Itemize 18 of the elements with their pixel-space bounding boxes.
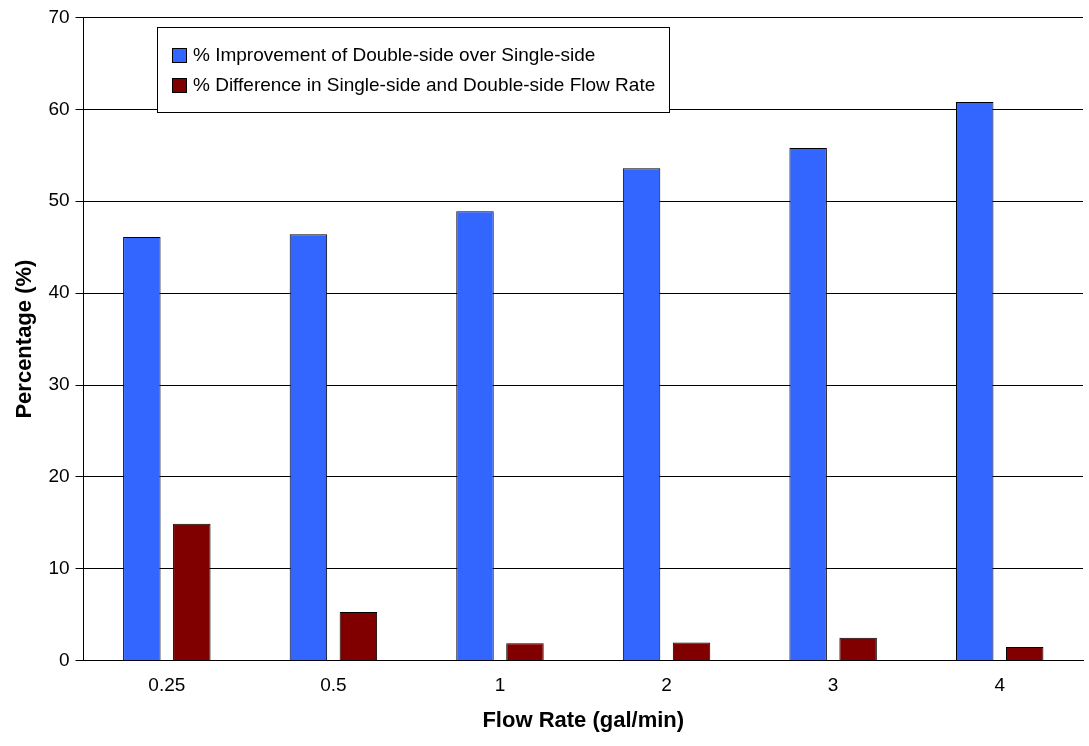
x-tick-label: 0.5 bbox=[320, 674, 347, 696]
y-tick-label: 20 bbox=[48, 465, 70, 487]
y-tick-label: 40 bbox=[48, 281, 70, 303]
x-tick-label: 1 bbox=[494, 674, 506, 696]
y-tick-label: 70 bbox=[48, 5, 70, 27]
x-tick-label: 4 bbox=[994, 674, 1006, 696]
x-tick-label: 0.25 bbox=[148, 674, 186, 696]
y-tick-label: 50 bbox=[48, 189, 70, 211]
x-tick-label: 3 bbox=[827, 674, 839, 696]
y-axis-title: Percentage (%) bbox=[11, 259, 37, 419]
y-tick-label: 60 bbox=[48, 97, 70, 119]
legend-label: % Difference in Single-side and Double-side Flow Rate bbox=[193, 74, 656, 96]
y-tick-label: 0 bbox=[58, 649, 70, 671]
y-tick-label: 30 bbox=[48, 373, 70, 395]
legend-label: % Improvement of Double-side over Single-side bbox=[193, 44, 596, 66]
y-tick-label: 10 bbox=[48, 557, 70, 579]
x-axis-title: Flow Rate (gal/min) bbox=[482, 706, 685, 732]
x-tick-label: 2 bbox=[661, 674, 672, 696]
